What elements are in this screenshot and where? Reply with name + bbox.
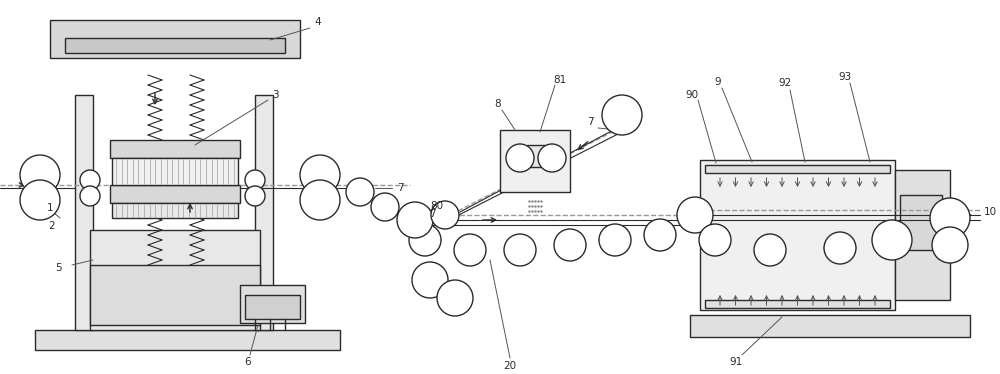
Circle shape [824,232,856,264]
Circle shape [431,201,459,229]
Circle shape [504,234,536,266]
Circle shape [300,180,340,220]
Circle shape [644,219,676,251]
Bar [90,265,260,325]
Text: 90: 90 [685,90,699,100]
Circle shape [371,193,399,221]
Text: 10: 10 [983,207,997,217]
Text: 9: 9 [715,77,721,87]
Text: 8: 8 [495,99,501,109]
Bar [65,38,285,53]
Text: 92: 92 [778,78,792,88]
Text: 93: 93 [838,72,852,82]
Circle shape [412,262,448,298]
Circle shape [80,186,100,206]
Circle shape [699,224,731,256]
Circle shape [245,186,265,206]
Circle shape [506,144,534,172]
Bar [500,130,570,192]
Circle shape [245,170,265,190]
Circle shape [437,280,473,316]
Circle shape [300,155,340,195]
Bar [240,285,305,323]
Bar [705,165,890,173]
Bar [112,203,238,218]
Bar [112,158,238,185]
Text: 91: 91 [729,357,743,367]
Text: 81: 81 [553,75,567,85]
Circle shape [930,198,970,238]
Bar [90,230,260,330]
Circle shape [80,170,100,190]
Circle shape [454,234,486,266]
Circle shape [20,155,60,195]
Bar [690,315,970,337]
Circle shape [538,144,566,172]
Text: 5: 5 [55,263,61,273]
Circle shape [754,234,786,266]
Bar [705,300,890,308]
Circle shape [554,229,586,261]
Text: 7: 7 [587,117,593,127]
Bar [35,330,340,350]
Circle shape [409,224,441,256]
Bar [75,95,93,330]
Circle shape [346,178,374,206]
Circle shape [20,180,60,220]
Text: 2: 2 [49,221,55,231]
Text: 80: 80 [430,201,444,211]
Bar [50,20,300,58]
Text: 6: 6 [245,357,251,367]
Bar [895,170,950,300]
Text: 7: 7 [397,183,403,193]
Bar [527,145,545,167]
Text: 1: 1 [47,203,53,213]
Circle shape [599,224,631,256]
Bar [700,160,895,310]
Text: 20: 20 [503,361,517,371]
Circle shape [872,220,912,260]
Text: 7: 7 [429,209,435,219]
Circle shape [677,197,713,233]
Bar [110,140,240,158]
Circle shape [932,227,968,263]
Bar [110,185,240,203]
Bar [245,295,300,319]
Bar [255,95,273,330]
Text: 4: 4 [315,17,321,27]
Bar [900,195,942,250]
Circle shape [602,95,642,135]
Text: 3: 3 [272,90,278,100]
Circle shape [397,202,433,238]
